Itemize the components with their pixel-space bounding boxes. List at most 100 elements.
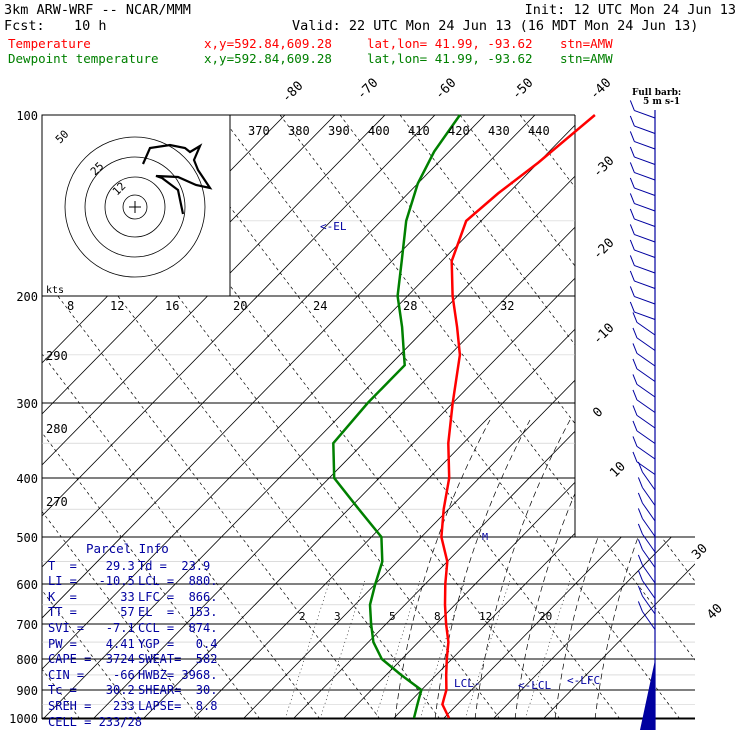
el-marker: <-EL	[320, 220, 347, 233]
pressure-label-200: 200	[16, 290, 38, 304]
hodograph-ring	[122, 194, 148, 220]
parcel-info-right: SWEAT= 582	[138, 652, 218, 667]
parcel-info-panel: Parcel Info T = 29.3 Td = 23.9 LI = -10.5 L…	[48, 541, 226, 730]
hodograph-ring	[84, 156, 186, 258]
wind-barb	[641, 533, 656, 553]
hodograph-frame	[41, 114, 231, 297]
dry-adiabat	[519, 115, 695, 719]
isotherm-label: 10	[607, 459, 629, 481]
moist-adiabat	[394, 419, 491, 719]
wind-barb	[634, 172, 656, 181]
m-marker: M	[482, 532, 488, 543]
wind-barb-flag	[629, 224, 635, 235]
theta-label: 410	[408, 124, 430, 138]
parcel-info-left: LI = -10.5	[48, 574, 135, 589]
mixing-ratio-line	[464, 579, 511, 719]
pressure-label-100: 100	[16, 109, 38, 123]
init-time: Init: 12 UTC Mon 24 Jun 13	[524, 2, 736, 18]
temperature-latlon: lat,lon= 41.99, -93.62	[367, 36, 533, 51]
pressure-label-700: 700	[16, 618, 38, 632]
wind-barb-flag	[632, 389, 638, 401]
parcel-panel-bg	[44, 537, 228, 719]
parcel-info-right: YGP = 0.4	[138, 636, 218, 651]
wind-barb	[636, 430, 656, 444]
parcel-info-right: LCL = 880.	[138, 574, 218, 589]
wind-barb-flag	[629, 100, 635, 111]
temperature-legend: Temperature	[8, 36, 91, 51]
theta-label: 370	[248, 124, 270, 138]
wind-barb	[634, 187, 656, 196]
isotherm	[192, 115, 695, 719]
wind-barb-flag	[637, 523, 643, 535]
parcel-info-row: Tc = 30.2 SHEAR= 30.	[48, 683, 226, 699]
wind-barb-flag	[637, 492, 643, 504]
theta-label: 440	[528, 124, 550, 138]
pressure-label-900: 900	[16, 684, 38, 698]
wind-barb-flag	[637, 461, 643, 473]
wind-barb-flag	[632, 420, 638, 432]
parcel-info-left: T = 29.3	[48, 558, 135, 573]
fcst-label: Fcst:	[4, 18, 45, 34]
isotherm-label: -40	[587, 76, 614, 103]
wind-barb	[641, 518, 656, 537]
mixing-ratio-label: 3	[334, 610, 341, 623]
hodo-speed-label: 28	[403, 299, 417, 313]
moist-adiabat	[594, 419, 691, 719]
wind-barb-flag	[629, 162, 635, 173]
wind-barb	[634, 296, 656, 305]
hodo-speed-label: 24	[313, 299, 327, 313]
parcel-info-left: PW = 4.41	[48, 636, 135, 651]
wind-barb	[636, 321, 656, 336]
dewpoint-stn: stn=AMW	[560, 51, 613, 66]
wind-barb-flag	[637, 585, 643, 597]
wind-barb	[641, 595, 656, 615]
wind-barb	[641, 549, 656, 568]
theta-label: 380	[288, 124, 310, 138]
wind-barb-flag	[637, 539, 643, 550]
parcel-info-left: SREH = 233	[48, 698, 135, 713]
parcel-info-row: PW = 4.41 YGP = 0.4	[48, 637, 226, 653]
isotherm-label: 40	[704, 601, 726, 623]
wind-barb-flag	[629, 239, 635, 251]
lcl-marker-2: <-LCL	[518, 679, 551, 692]
mixing-ratio-line	[524, 579, 571, 719]
hodograph-ring	[64, 136, 206, 278]
wind-barb-flag	[629, 301, 635, 313]
moist-adiabat	[434, 419, 531, 719]
hodo-speed-label: 12	[110, 299, 124, 313]
wind-barb-flag	[632, 358, 638, 370]
parcel-info-row: LI = -10.5 LCL = 880.	[48, 574, 226, 590]
mixing-ratio-line	[374, 579, 421, 719]
wind-barb-flag	[632, 436, 638, 447]
parcel-info-left: TT = 57	[48, 605, 135, 620]
hodo-speed-label: 8	[67, 299, 74, 313]
hodograph-ring	[104, 176, 166, 238]
mixing-ratio-line	[284, 579, 331, 719]
wind-barb	[634, 234, 656, 243]
theta-label: 420	[448, 124, 470, 138]
isotherm	[42, 115, 536, 719]
wind-barb	[641, 487, 656, 506]
wind-barb-flag	[632, 451, 638, 463]
dry-adiabat	[339, 115, 695, 719]
wind-barb-flag	[629, 208, 635, 220]
wind-barb	[641, 611, 656, 630]
theta-label: 290	[46, 349, 68, 363]
pressure-label-500: 500	[16, 531, 38, 545]
dry-adiabat	[42, 115, 141, 719]
wind-barb	[641, 580, 656, 599]
parcel-info-right: LFC = 866.	[138, 589, 218, 604]
pressure-label-400: 400	[16, 472, 38, 486]
parcel-info-row: TT = 57 EL = 153.	[48, 605, 226, 621]
wind-barb-flag	[629, 115, 635, 127]
theta-label: 400	[368, 124, 390, 138]
dewpoint-latlon: lat,lon= 41.99, -93.62	[367, 51, 533, 66]
wind-barb	[634, 110, 656, 119]
fcst-value: 10 h	[74, 18, 107, 34]
wind-barb-flag	[629, 177, 635, 189]
mixing-ratio-line	[319, 579, 366, 719]
isotherm	[442, 115, 695, 719]
hodograph-trace	[141, 143, 213, 215]
temperature-xy: x,y=592.84,609.28	[204, 36, 332, 51]
